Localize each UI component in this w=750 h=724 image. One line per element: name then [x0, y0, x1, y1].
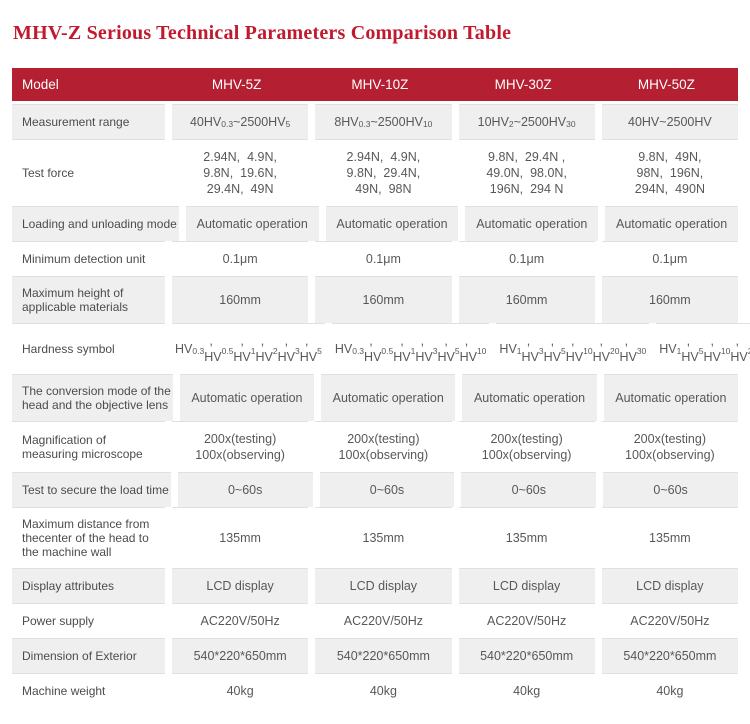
cell-value: 0.1μm	[315, 241, 452, 276]
row-label: Test force	[12, 139, 165, 206]
cell-value: 40kg	[315, 673, 452, 708]
cell-value: 40HV~2500HV	[601, 104, 738, 139]
cell-value: 160mm	[315, 276, 452, 323]
cell-value: 135mm	[601, 507, 738, 568]
row-label: Power supply	[12, 603, 165, 638]
cell-value: 160mm	[172, 276, 309, 323]
cell-value: 9.8N, 29.4N , 49.0N, 98.0N, 196N, 294 N	[458, 139, 595, 206]
row-label: Test to secure the load time	[12, 472, 171, 507]
cell-value: Automatic operation	[605, 206, 738, 241]
cell-value: Automatic operation	[185, 206, 319, 241]
cell-value: 200x(testing) 100x(observing)	[172, 421, 309, 472]
cell-value: Automatic operation	[462, 374, 597, 421]
cell-value: 540*220*650mm	[172, 638, 309, 673]
table-header-row: Model MHV-5Z MHV-10Z MHV-30Z MHV-50Z	[12, 68, 738, 101]
row-label: Loading and unloading mode	[12, 206, 179, 241]
cell-value: 40kg	[172, 673, 309, 708]
row-label: Maximum distance from thecenter of the he…	[12, 507, 165, 568]
cell-value: Automatic operation	[465, 206, 599, 241]
cell-value: 540*220*650mm	[601, 638, 738, 673]
cell-value: 2.94N, 4.9N, 9.8N, 29.4N, 49N, 98N	[315, 139, 452, 206]
cell-value: 135mm	[458, 507, 595, 568]
table-body: Measurement range 40HV 0.3 ~2500HV 5 8HV 0.3 ~2…	[12, 104, 750, 708]
column-header-mhv-10z: MHV-10Z	[351, 77, 409, 92]
cell-value: 200x(testing) 100x(observing)	[458, 421, 595, 472]
cell-value: LCD display	[601, 568, 738, 603]
cell-value: Automatic operation	[321, 374, 456, 421]
cell-value: LCD display	[458, 568, 595, 603]
cell-value: 0.1μm	[458, 241, 595, 276]
cell-value: Automatic operation	[179, 374, 315, 421]
cell-value: 40kg	[601, 673, 738, 708]
cell-value: 0~60s	[177, 472, 313, 507]
cell-value: 8HV 0.3 ~2500HV 10	[315, 104, 452, 139]
table-row: Hardness symbol HV 0.3, HV 0.5, HV 1, HV 2, HV 3…	[12, 323, 750, 374]
table-row: Loading and unloading mode Automatic oper…	[12, 206, 738, 241]
cell-value: 0~60s	[461, 472, 597, 507]
cell-value: AC220V/50Hz	[601, 603, 738, 638]
table-row: Maximum distance from thecenter of the he…	[12, 507, 738, 568]
table-row: Power supply AC220V/50Hz AC220V/50Hz AC220V…	[12, 603, 738, 638]
row-label: Display attributes	[12, 568, 165, 603]
table-row: Maximum height of applicable materials 160…	[12, 276, 738, 323]
spec-comparison-table: Model MHV-5Z MHV-10Z MHV-30Z MHV-50Z Mea…	[12, 68, 750, 708]
cell-value: 540*220*650mm	[315, 638, 452, 673]
cell-value: 40HV 0.3 ~2500HV 5	[172, 104, 309, 139]
table-row: Magnification of measuring microscope 200x…	[12, 421, 738, 472]
cell-value: LCD display	[315, 568, 452, 603]
column-header-mhv-5z: MHV-5Z	[211, 77, 262, 92]
page-title: MHV-Z Serious Technical Parameters Compa…	[13, 22, 512, 44]
cell-value: AC220V/50Hz	[172, 603, 309, 638]
row-label: Hardness symbol	[12, 323, 165, 374]
table-row: Machine weight 40kg 40kg 40kg 40kg	[12, 673, 738, 708]
row-label: Maximum height of applicable materials	[12, 276, 165, 323]
column-header-mhv-50z: MHV-50Z	[637, 77, 695, 92]
cell-value: HV 0.3, HV 0.5, HV 1, HV 3, HV 5, HV 10	[331, 323, 490, 374]
cell-value: 2.94N, 4.9N, 9.8N, 19.6N, 29.4N, 49N	[172, 139, 309, 206]
row-label: Measurement range	[12, 104, 165, 139]
cell-value: 10HV 2 ~2500HV 30	[458, 104, 595, 139]
cell-value: 160mm	[601, 276, 738, 323]
cell-value: 200x(testing) 100x(observing)	[601, 421, 738, 472]
table-row: Test to secure the load time 0~60s 0~60s 0~…	[12, 472, 738, 507]
table-row: The conversion mode of the head and the o…	[12, 374, 739, 421]
cell-value: 0~60s	[319, 472, 455, 507]
cell-value: 0.1μm	[172, 241, 309, 276]
row-label: The conversion mode of the head and the o…	[12, 374, 173, 421]
cell-value: 40kg	[458, 673, 595, 708]
cell-value: AC220V/50Hz	[458, 603, 595, 638]
cell-value: 135mm	[172, 507, 309, 568]
cell-value: Automatic operation	[603, 374, 739, 421]
table-row: Measurement range 40HV 0.3 ~2500HV 5 8HV 0.3 ~2…	[12, 104, 738, 139]
cell-value: 0.1μm	[601, 241, 738, 276]
table-row: Minimum detection unit 0.1μm 0.1μm 0.1μm 0.1…	[12, 241, 738, 276]
cell-value: 135mm	[315, 507, 452, 568]
cell-value: HV 1, HV 3, HV 5, HV 10, HV 20, HV 30	[496, 323, 650, 374]
table-row: Display attributes LCD display LCD display…	[12, 568, 738, 603]
cell-value: 160mm	[458, 276, 595, 323]
cell-value: 200x(testing) 100x(observing)	[315, 421, 452, 472]
row-label: Machine weight	[12, 673, 165, 708]
cell-value: 0~60s	[603, 472, 738, 507]
row-label: Magnification of measuring microscope	[12, 421, 165, 472]
cell-value: 540*220*650mm	[458, 638, 595, 673]
table-row: Test force 2.94N, 4.9N, 9.8N, 19.6N, 29.4N,…	[12, 139, 738, 206]
cell-value: LCD display	[172, 568, 309, 603]
row-label: Dimension of Exterior	[12, 638, 165, 673]
column-header-model: Model	[22, 77, 59, 92]
table-row: Dimension of Exterior 540*220*650mm 540*22…	[12, 638, 738, 673]
row-label: Minimum detection unit	[12, 241, 165, 276]
cell-value: Automatic operation	[325, 206, 459, 241]
cell-value: 9.8N, 49N, 98N, 196N, 294N, 490N	[601, 139, 738, 206]
page: MHV-Z Serious Technical Parameters Compa…	[0, 20, 750, 708]
cell-value: AC220V/50Hz	[315, 603, 452, 638]
cell-value: HV 0.3, HV 0.5, HV 1, HV 2, HV 3, HV 5	[172, 323, 325, 374]
column-header-mhv-30z: MHV-30Z	[494, 77, 552, 92]
